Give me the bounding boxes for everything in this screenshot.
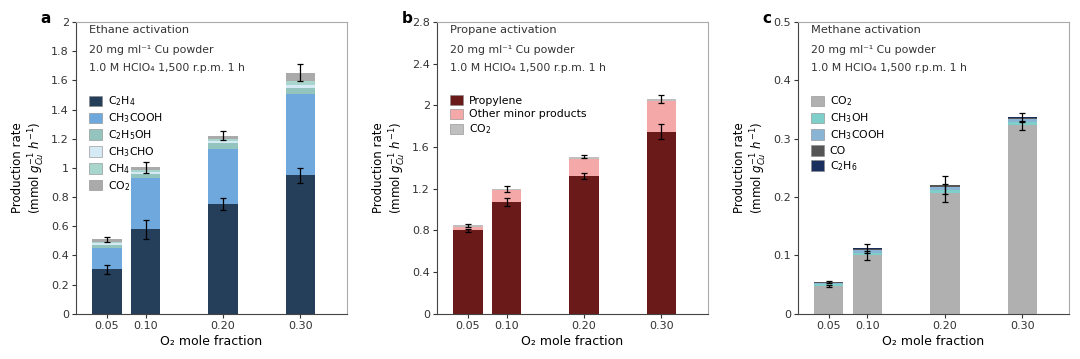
Bar [1008,118,1037,119]
Bar [814,282,843,283]
Bar [1008,119,1037,122]
Bar [853,249,882,250]
Bar [92,245,122,248]
Bar [1008,125,1037,314]
Legend: Propylene, Other minor products, CO$_2$: Propylene, Other minor products, CO$_2$ [450,95,586,136]
Bar [208,143,238,149]
Y-axis label: Production rate
(mmol $g_{Cu}^{-1}$ $h^{-1}$): Production rate (mmol $g_{Cu}^{-1}$ $h^{… [733,122,769,214]
Bar [92,243,122,245]
Bar [569,159,598,176]
Bar [286,175,315,314]
Bar [491,189,522,190]
Bar [853,250,882,252]
Bar [286,73,315,81]
Bar [569,157,598,159]
Bar [454,230,483,314]
Bar [814,284,843,286]
Bar [208,141,238,143]
Bar [1008,122,1037,125]
Bar [92,269,122,314]
Bar [208,204,238,314]
Bar [208,136,238,139]
Text: Propane activation: Propane activation [450,25,557,35]
Bar [131,167,160,170]
Bar [930,186,960,187]
Bar [454,225,483,227]
Bar [92,248,122,269]
Text: c: c [762,10,771,25]
Bar [491,190,522,202]
Bar [930,185,960,186]
Y-axis label: Production rate
(mmol $g_{Cu}^{-1}$ $h^{-1}$): Production rate (mmol $g_{Cu}^{-1}$ $h^{… [372,122,408,214]
Text: 1.0 M HClO₄ 1,500 r.p.m. 1 h: 1.0 M HClO₄ 1,500 r.p.m. 1 h [450,63,606,73]
Bar [286,94,315,175]
Bar [569,176,598,314]
Text: Methane activation: Methane activation [811,25,921,35]
Bar [131,170,160,172]
Bar [1008,117,1037,118]
Text: 20 mg ml⁻¹ Cu powder: 20 mg ml⁻¹ Cu powder [811,46,936,56]
Bar [930,193,960,314]
Legend: CO$_2$, CH$_3$OH, CH$_3$COOH, CO, C$_2$H$_6$: CO$_2$, CH$_3$OH, CH$_3$COOH, CO, C$_2$H… [811,95,885,173]
Bar [930,187,960,190]
Bar [131,178,160,229]
Bar [930,190,960,193]
Bar [853,248,882,249]
Text: 1.0 M HClO₄ 1,500 r.p.m. 1 h: 1.0 M HClO₄ 1,500 r.p.m. 1 h [811,63,968,73]
Text: b: b [402,10,413,25]
Bar [92,242,122,243]
Bar [131,229,160,314]
Bar [647,99,676,101]
Bar [208,149,238,204]
Bar [286,88,315,94]
Bar [647,101,676,131]
Bar [853,256,882,314]
Text: a: a [41,10,51,25]
Text: 1.0 M HClO₄ 1,500 r.p.m. 1 h: 1.0 M HClO₄ 1,500 r.p.m. 1 h [90,63,245,73]
Bar [131,173,160,178]
Bar [814,286,843,314]
Bar [853,252,882,256]
Bar [647,131,676,314]
X-axis label: O₂ mole fraction: O₂ mole fraction [522,335,623,348]
Text: 20 mg ml⁻¹ Cu powder: 20 mg ml⁻¹ Cu powder [450,46,575,56]
Bar [286,81,315,85]
Bar [131,172,160,173]
Bar [208,139,238,141]
Text: 20 mg ml⁻¹ Cu powder: 20 mg ml⁻¹ Cu powder [90,46,214,56]
Bar [286,85,315,88]
Text: Ethane activation: Ethane activation [90,25,189,35]
Bar [814,283,843,284]
Bar [454,227,483,230]
Bar [491,202,522,314]
X-axis label: O₂ mole fraction: O₂ mole fraction [160,335,262,348]
Bar [92,239,122,242]
Y-axis label: Production rate
(mmol $g_{Cu}^{-1}$ $h^{-1}$): Production rate (mmol $g_{Cu}^{-1}$ $h^{… [11,122,48,214]
X-axis label: O₂ mole fraction: O₂ mole fraction [882,335,984,348]
Legend: C$_2$H$_4$, CH$_3$COOH, C$_2$H$_5$OH, CH$_3$CHO, CH$_4$, CO$_2$: C$_2$H$_4$, CH$_3$COOH, C$_2$H$_5$OH, CH… [90,95,163,193]
